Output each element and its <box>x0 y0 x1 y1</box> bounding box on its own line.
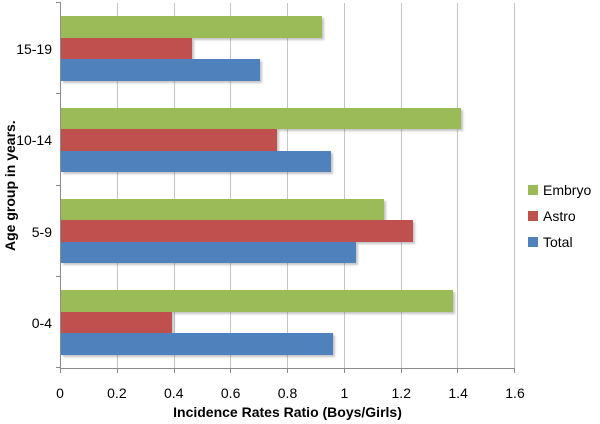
bar-embryo-15-19 <box>61 16 323 38</box>
bar-group-15-19 <box>61 3 515 94</box>
bar-total-5-9 <box>61 241 357 264</box>
x-tick-mark <box>343 368 345 373</box>
bar-astro-5-9 <box>61 220 413 242</box>
y-tick-label-5-9: 5-9 <box>31 223 52 240</box>
legend-label: Embryo <box>543 182 592 198</box>
legend-label: Astro <box>543 208 576 224</box>
gridline <box>400 3 402 368</box>
y-tick-label-0-4: 0-4 <box>31 315 52 332</box>
legend: Embryo Astro Total <box>528 182 591 250</box>
y-tick-label-10-14: 10-14 <box>16 132 52 149</box>
y-tick-mark <box>56 275 61 277</box>
bar-embryo-0-4 <box>61 290 453 312</box>
y-tick-mark <box>56 367 61 368</box>
gridline <box>116 3 118 368</box>
x-tick-label-1.2: 1.2 <box>391 385 411 401</box>
bar-astro-0-4 <box>61 311 172 334</box>
x-tick-mark <box>457 368 459 373</box>
gridline <box>230 3 232 368</box>
bar-groups <box>61 3 515 368</box>
legend-swatch-icon <box>528 211 538 221</box>
legend-label: Total <box>543 234 573 250</box>
x-tick-mark <box>230 368 232 373</box>
x-tick-label-0.2: 0.2 <box>107 385 127 401</box>
legend-item-total: Total <box>528 234 591 250</box>
x-tick-mark <box>514 368 515 373</box>
gridline <box>457 3 459 368</box>
bar-group-0-4 <box>61 277 515 368</box>
gridline <box>173 3 175 368</box>
y-tick-label-15-19: 15-19 <box>16 40 52 57</box>
bar-astro-15-19 <box>61 37 192 60</box>
x-tick-label-1: 1 <box>340 385 349 401</box>
y-tick-mark <box>56 93 61 95</box>
y-tick-mark <box>56 184 61 186</box>
legend-swatch-icon <box>528 237 538 247</box>
legend-item-astro: Astro <box>528 208 591 224</box>
x-axis-title: Incidence Rates Ratio (Boys/Girls) <box>173 404 402 420</box>
x-tick-label-1.4: 1.4 <box>448 385 468 401</box>
bar-group-10-14 <box>61 94 515 185</box>
bar-group-5-9 <box>61 186 515 277</box>
bar-astro-10-14 <box>61 129 277 151</box>
y-axis-title: Age group in years. <box>2 120 18 252</box>
plot-area <box>56 2 515 373</box>
x-tick-label-0.8: 0.8 <box>277 385 298 401</box>
x-tick-mark <box>116 368 118 373</box>
gridline <box>514 3 515 368</box>
legend-swatch-icon <box>528 185 538 195</box>
gridline <box>343 3 345 368</box>
x-tick-mark <box>60 368 61 373</box>
bar-embryo-5-9 <box>61 198 385 221</box>
gridline <box>287 3 288 368</box>
x-tick-label-0: 0 <box>56 385 64 401</box>
x-tick-mark <box>400 368 402 373</box>
x-tick-label-0.6: 0.6 <box>220 385 241 401</box>
bar-embryo-10-14 <box>61 107 462 130</box>
x-tick-mark <box>173 368 175 373</box>
x-tick-label-1.6: 1.6 <box>505 385 525 401</box>
bar-total-0-4 <box>61 333 334 355</box>
bar-total-15-19 <box>61 59 260 81</box>
legend-item-embryo: Embryo <box>528 182 591 198</box>
y-tick-mark <box>56 2 61 3</box>
x-tick-label-0.4: 0.4 <box>164 385 184 401</box>
x-tick-mark <box>287 368 288 373</box>
bar-total-10-14 <box>61 150 331 173</box>
